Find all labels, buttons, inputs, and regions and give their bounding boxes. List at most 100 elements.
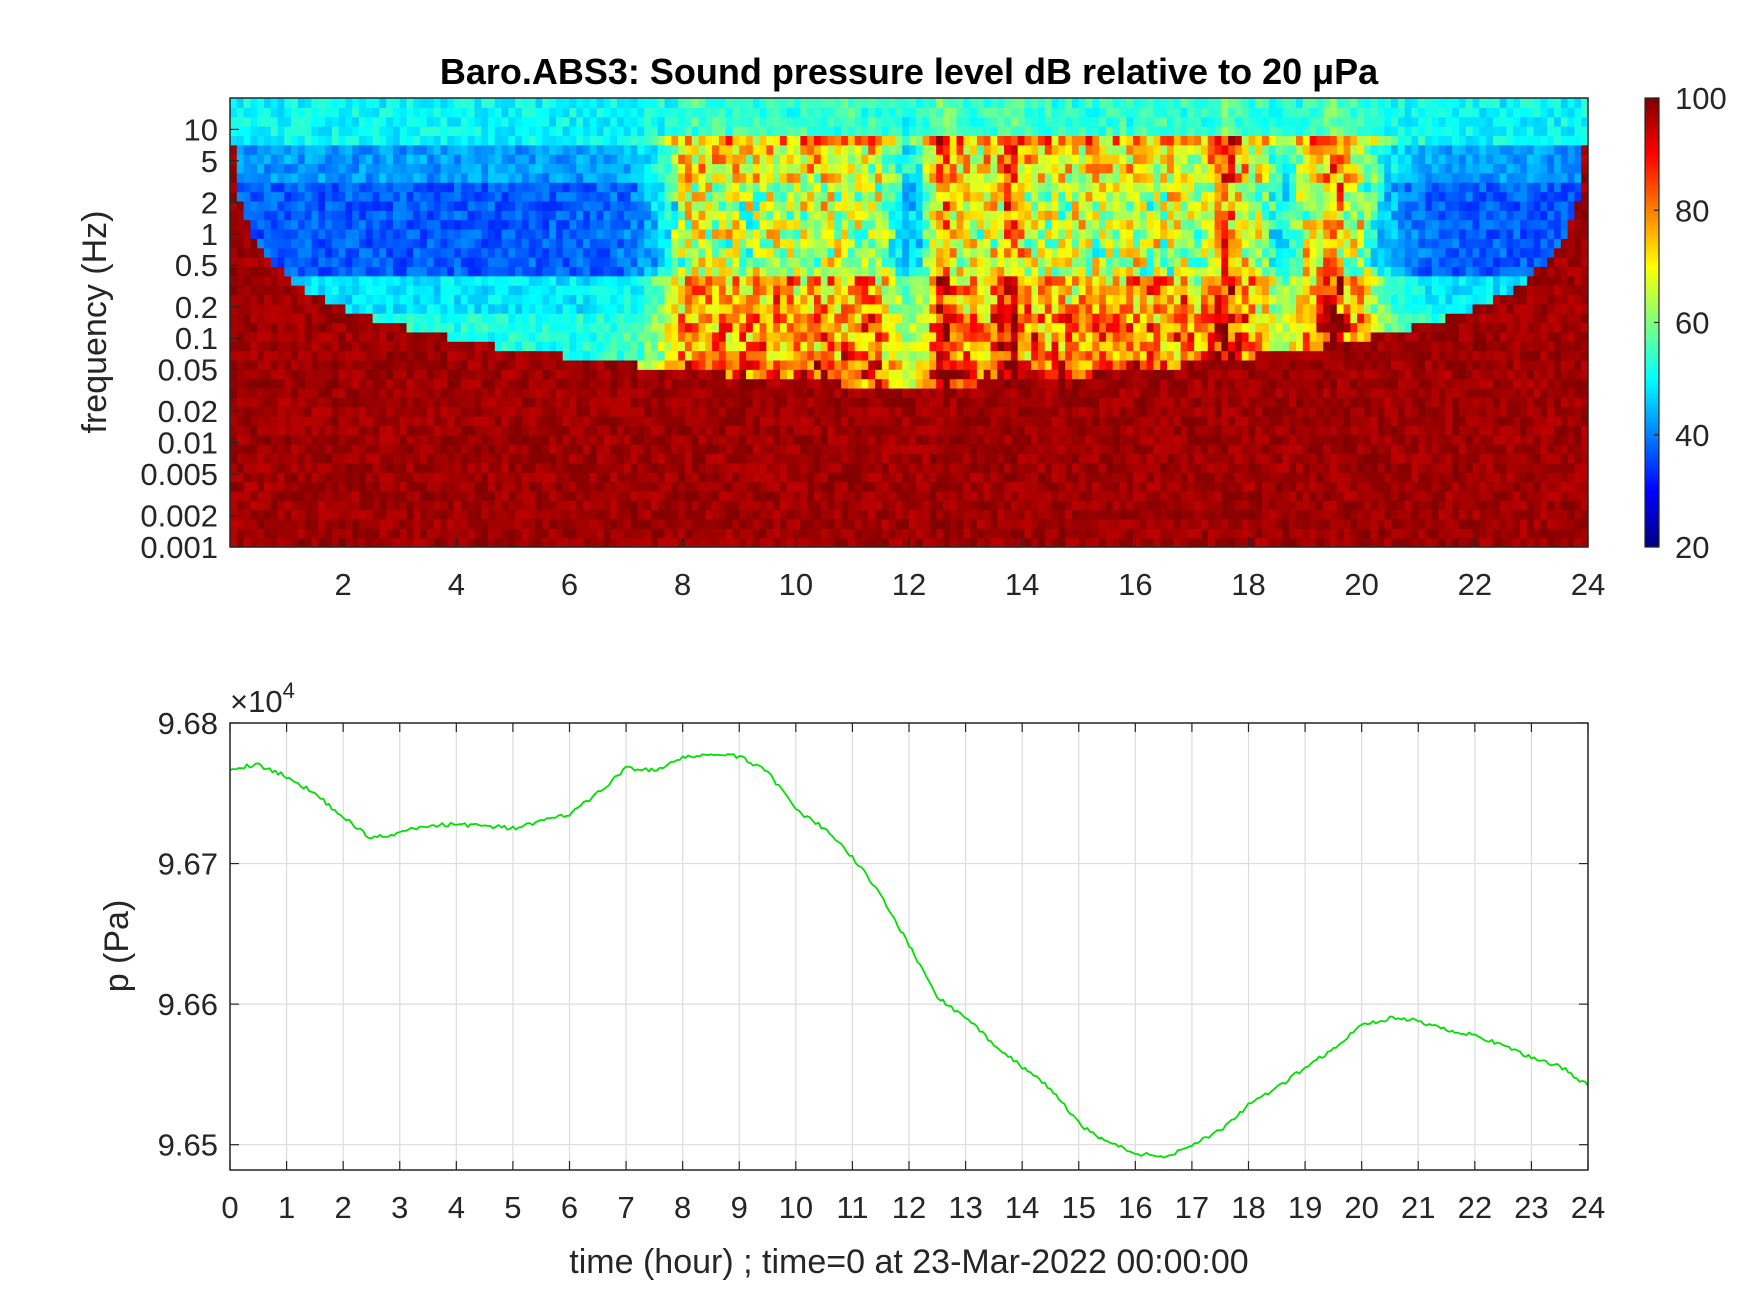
spectrogram-cell [420, 172, 428, 183]
spectrogram-cell [712, 219, 720, 230]
spectrogram-cell [284, 116, 292, 127]
spectrogram-cell [623, 313, 632, 324]
spectrogram-cell [542, 341, 550, 352]
spectrogram-cell [379, 182, 387, 193]
spectrogram-cell [603, 247, 611, 258]
spectrogram-cell [372, 182, 380, 193]
spectrogram-cell [379, 341, 387, 352]
spectrogram-cell [576, 313, 584, 324]
spectrogram-cell [413, 98, 421, 108]
spectrogram-cell [555, 182, 564, 193]
spectrogram-cell [793, 247, 801, 258]
spectrogram-cell [657, 518, 666, 529]
spectrogram-cell [623, 397, 632, 408]
spectrogram-cell [230, 528, 238, 539]
spectrogram-cell [501, 500, 509, 511]
spectrogram-cell [861, 453, 869, 464]
spectrogram-cell [508, 481, 516, 492]
spectrogram-cell [542, 219, 550, 230]
spectrogram-cell [915, 191, 924, 202]
spectrogram-cell [834, 350, 842, 361]
spectrogram-cell [875, 397, 883, 408]
spectrogram-cell [841, 303, 849, 314]
spectrogram-cell [718, 191, 727, 202]
spectrogram-cell [325, 210, 333, 221]
spectrogram-cell [610, 135, 618, 146]
spectrogram-cell [589, 219, 598, 230]
spectrogram-cell [847, 182, 856, 193]
spectrogram-cell [311, 425, 319, 436]
spectrogram-cell [359, 472, 367, 483]
spectrogram-cell [739, 444, 747, 455]
spectrogram-cell [460, 285, 469, 296]
spectrogram-cell [827, 481, 835, 492]
spectrogram-cell [420, 406, 428, 417]
spectrogram-cell [535, 350, 543, 361]
spectrogram-cell [623, 500, 632, 511]
spectrogram-cell [718, 172, 727, 183]
spectrogram-cell [902, 425, 910, 436]
spectrogram-cell [583, 313, 591, 324]
spectrogram-cell [610, 500, 618, 511]
spectrogram-cell [311, 528, 319, 539]
spectrogram-cell [535, 285, 543, 296]
spectrogram-cell [447, 537, 455, 547]
spectrogram-cell [678, 387, 686, 398]
spectrogram-cell [359, 116, 367, 127]
spectrogram-cell [542, 397, 550, 408]
spectrogram-cell [610, 322, 618, 333]
spectrogram-cell [773, 257, 781, 267]
spectrogram-cell [881, 107, 890, 118]
spectrogram-cell [637, 303, 645, 314]
spectrogram-cell [786, 144, 795, 155]
spectrogram-cell [433, 116, 442, 127]
spectrogram-cell [284, 210, 292, 221]
spectrogram-cell [270, 416, 279, 426]
spectrogram-cell [447, 528, 455, 539]
spectrogram-cell [528, 509, 537, 520]
spectrogram-cell [454, 425, 462, 436]
spectrogram-cell [610, 350, 618, 361]
spectrogram-cell [779, 350, 788, 361]
spectrogram-cell [549, 107, 557, 118]
spectrogram-cell [752, 182, 761, 193]
spectrogram-cell [569, 472, 577, 483]
spectrogram-cell [447, 425, 455, 436]
spectrogram-cell [766, 481, 774, 492]
spectrogram-cell [331, 537, 340, 547]
spectrogram-cell [447, 182, 455, 193]
spectrogram-cell [230, 266, 238, 277]
spectrogram-cell [732, 397, 740, 408]
spectrogram-cell [528, 518, 537, 529]
spectrogram-cell [304, 387, 313, 398]
spectrogram-cell [834, 462, 842, 473]
spectrogram-cell [671, 238, 679, 249]
spectrogram-cell [284, 416, 292, 426]
spectrogram-cell [929, 219, 937, 230]
spectrogram-cell [528, 191, 537, 202]
spectrogram-cell [399, 341, 408, 352]
spectrogram-cell [834, 378, 842, 389]
spectrogram-cell [779, 219, 788, 230]
spectrogram-cell [650, 238, 659, 249]
spectrogram-cell [807, 472, 815, 483]
spectrogram-cell [508, 528, 516, 539]
spectrogram-cell [345, 425, 353, 436]
spectrogram-cell [671, 266, 679, 277]
spectrogram-cell [284, 172, 292, 183]
spectrogram-cell [637, 313, 645, 324]
spectrogram-cell [420, 107, 428, 118]
spectrogram-cell [359, 219, 367, 230]
spectrogram-cell [881, 154, 890, 165]
spectrogram-cell [752, 275, 761, 286]
spectrogram-cell [460, 444, 469, 455]
spectrogram-cell [773, 238, 781, 249]
spectrogram-cell [664, 257, 672, 267]
spectrogram-cell [861, 406, 869, 417]
spectrogram-cell [637, 518, 645, 529]
spectrogram-cell [508, 509, 516, 520]
spectrogram-cell [684, 313, 693, 324]
spectrogram-cell [759, 490, 768, 501]
spectrogram-cell [868, 387, 876, 398]
spectrogram-cell [739, 359, 747, 370]
